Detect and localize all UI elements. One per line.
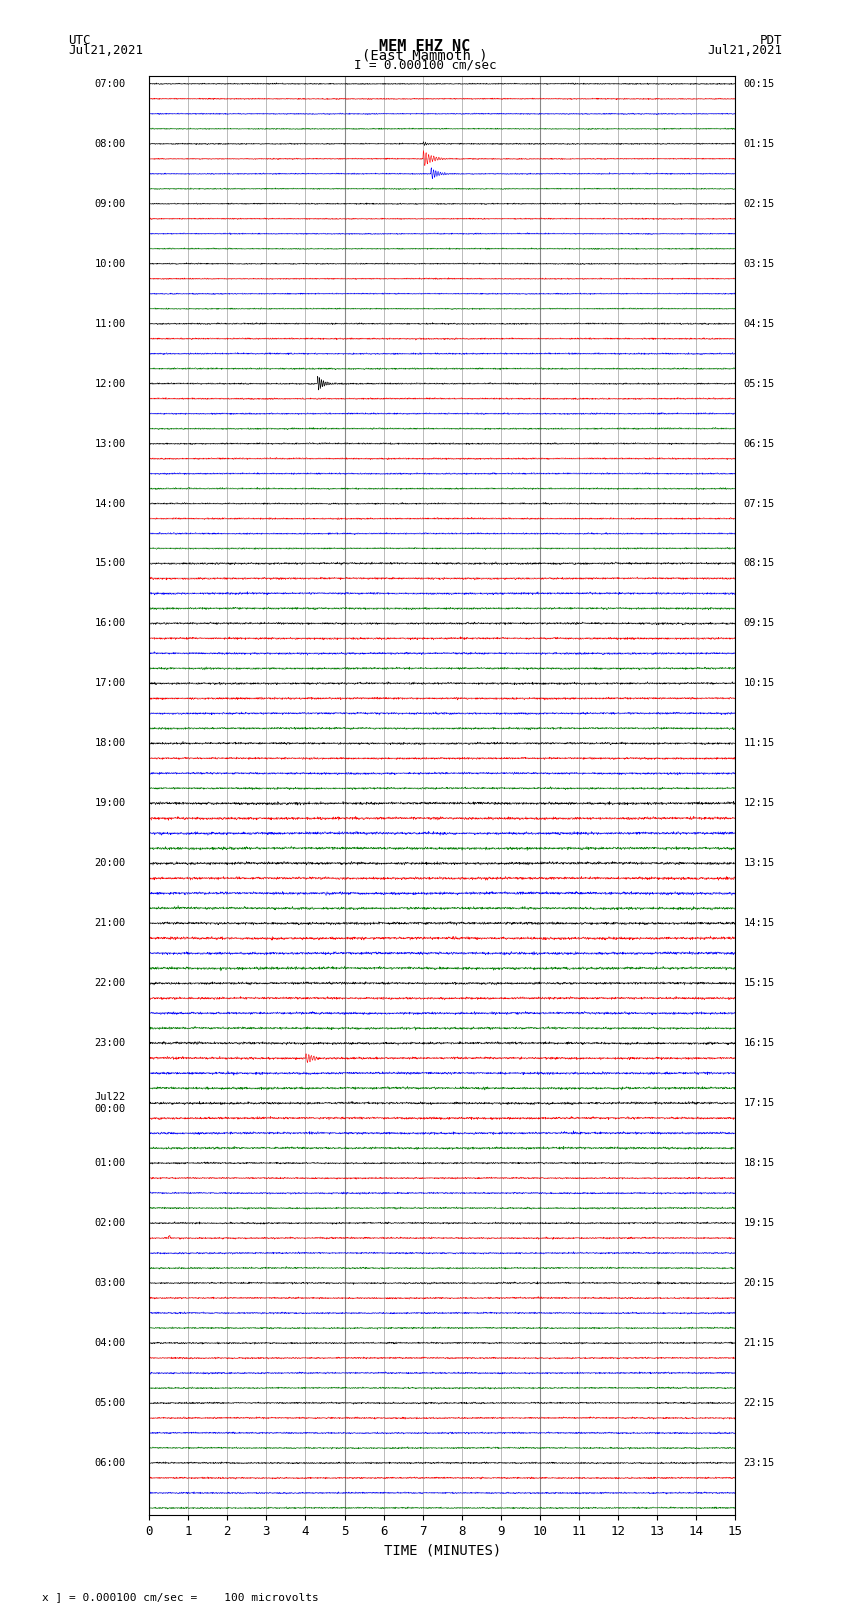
Text: 06:00: 06:00	[94, 1458, 126, 1468]
Text: 07:15: 07:15	[743, 498, 774, 508]
Text: 20:15: 20:15	[743, 1277, 774, 1289]
Text: 18:00: 18:00	[94, 739, 126, 748]
Text: UTC: UTC	[68, 34, 90, 47]
Text: Jul21,2021: Jul21,2021	[707, 44, 782, 56]
Text: MEM EHZ NC: MEM EHZ NC	[379, 39, 471, 53]
Text: Jul22
00:00: Jul22 00:00	[94, 1092, 126, 1115]
Text: 03:15: 03:15	[743, 258, 774, 269]
Text: 23:00: 23:00	[94, 1039, 126, 1048]
Text: 19:00: 19:00	[94, 798, 126, 808]
Text: 23:15: 23:15	[743, 1458, 774, 1468]
Text: 05:15: 05:15	[743, 379, 774, 389]
Text: 16:00: 16:00	[94, 618, 126, 629]
Text: 17:15: 17:15	[743, 1098, 774, 1108]
Text: 09:15: 09:15	[743, 618, 774, 629]
Text: I = 0.000100 cm/sec: I = 0.000100 cm/sec	[354, 58, 496, 71]
Text: 02:15: 02:15	[743, 198, 774, 208]
Text: PDT: PDT	[760, 34, 782, 47]
Text: 03:00: 03:00	[94, 1277, 126, 1289]
Text: 06:15: 06:15	[743, 439, 774, 448]
Text: 12:15: 12:15	[743, 798, 774, 808]
Text: 01:00: 01:00	[94, 1158, 126, 1168]
Text: 16:15: 16:15	[743, 1039, 774, 1048]
Text: 21:00: 21:00	[94, 918, 126, 927]
Text: x ] = 0.000100 cm/sec =    100 microvolts: x ] = 0.000100 cm/sec = 100 microvolts	[42, 1592, 320, 1602]
Text: 02:00: 02:00	[94, 1218, 126, 1227]
Text: 05:00: 05:00	[94, 1398, 126, 1408]
Text: 21:15: 21:15	[743, 1339, 774, 1348]
Text: 13:00: 13:00	[94, 439, 126, 448]
Text: 22:00: 22:00	[94, 977, 126, 989]
Text: 04:00: 04:00	[94, 1339, 126, 1348]
Text: 04:15: 04:15	[743, 319, 774, 329]
Text: 00:15: 00:15	[743, 79, 774, 89]
Text: 01:15: 01:15	[743, 139, 774, 148]
Text: 11:00: 11:00	[94, 319, 126, 329]
Text: 08:15: 08:15	[743, 558, 774, 568]
Text: 14:00: 14:00	[94, 498, 126, 508]
Text: 17:00: 17:00	[94, 679, 126, 689]
Text: 14:15: 14:15	[743, 918, 774, 927]
Text: 18:15: 18:15	[743, 1158, 774, 1168]
Text: 19:15: 19:15	[743, 1218, 774, 1227]
Text: 12:00: 12:00	[94, 379, 126, 389]
Text: 10:15: 10:15	[743, 679, 774, 689]
Text: 13:15: 13:15	[743, 858, 774, 868]
Text: 15:15: 15:15	[743, 977, 774, 989]
Text: 20:00: 20:00	[94, 858, 126, 868]
Text: 22:15: 22:15	[743, 1398, 774, 1408]
X-axis label: TIME (MINUTES): TIME (MINUTES)	[383, 1544, 501, 1558]
Text: 15:00: 15:00	[94, 558, 126, 568]
Text: 08:00: 08:00	[94, 139, 126, 148]
Text: (East Mammoth ): (East Mammoth )	[362, 48, 488, 63]
Text: 10:00: 10:00	[94, 258, 126, 269]
Text: 09:00: 09:00	[94, 198, 126, 208]
Text: Jul21,2021: Jul21,2021	[68, 44, 143, 56]
Text: 11:15: 11:15	[743, 739, 774, 748]
Text: 07:00: 07:00	[94, 79, 126, 89]
